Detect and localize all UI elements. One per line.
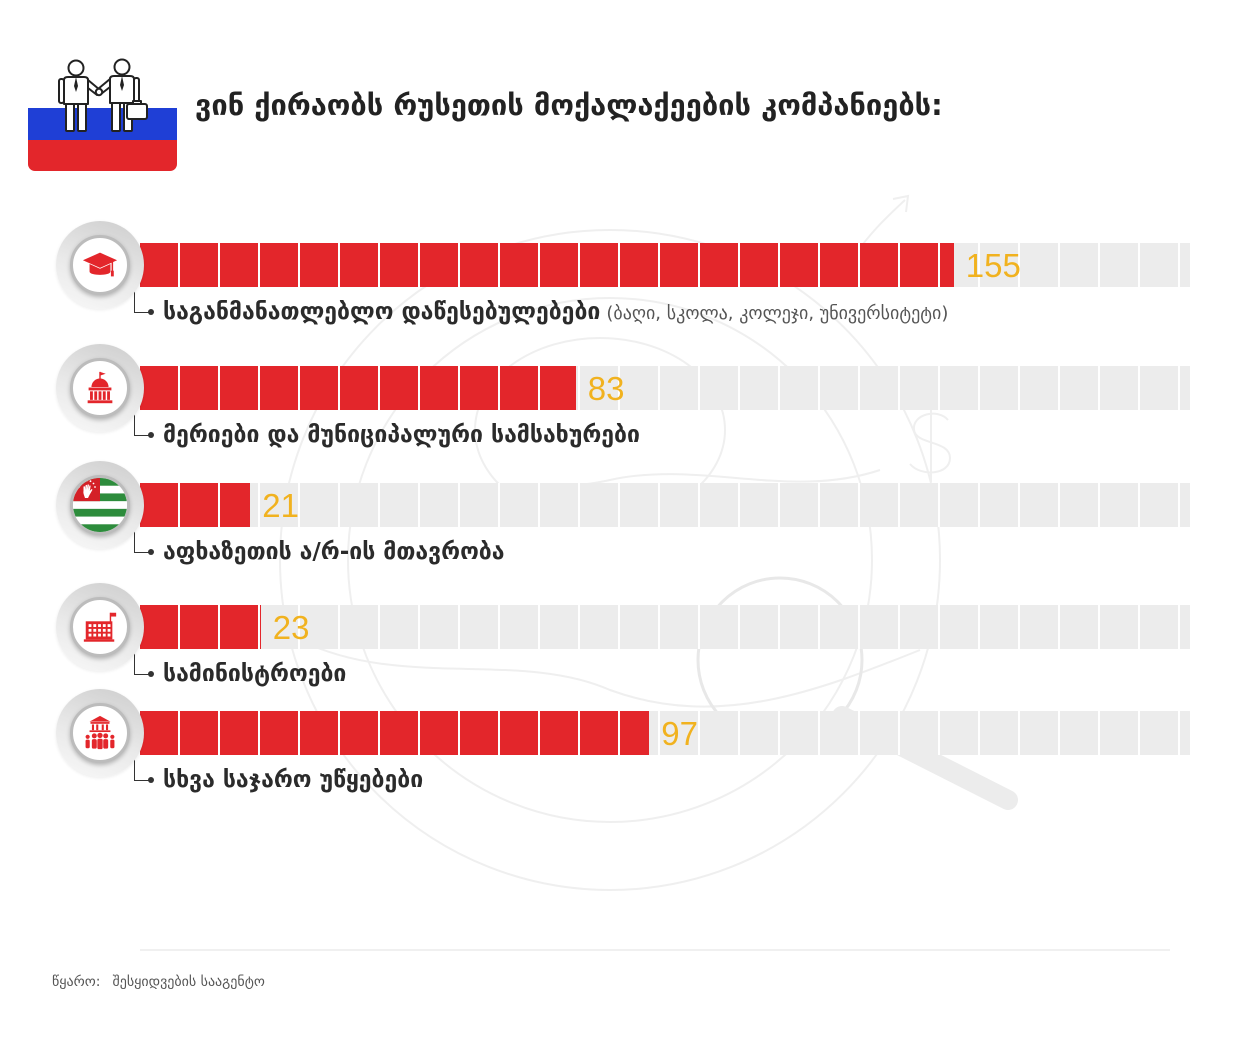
category-note: (ბაღი, სკოლა, კოლეჯი, უნივერსიტეტი) xyxy=(606,303,949,324)
category-label-city-halls: მერიები და მუნიციპალური სამსახურები xyxy=(163,419,640,451)
businessmen-handshake-icon xyxy=(58,58,148,132)
value-label-city-halls: 83 xyxy=(587,370,625,407)
value-label-other-public-agencies: 97 xyxy=(661,715,698,752)
bar-other-public-agencies xyxy=(140,711,650,755)
label-connector xyxy=(134,290,150,313)
label-connector-dot xyxy=(148,309,154,315)
category-icon-badge xyxy=(56,689,144,777)
flag-red-stripe xyxy=(28,139,177,171)
label-connector-dot xyxy=(148,549,154,555)
label-connector-dot xyxy=(148,777,154,783)
label-connector xyxy=(134,413,150,436)
category-icon-badge xyxy=(56,221,144,309)
category-name: საგანმანათლებლო დაწესებულებები xyxy=(163,299,601,325)
category-icon-badge xyxy=(56,583,144,671)
city-hall-icon xyxy=(87,371,113,404)
category-name: აფხაზეთის ა/რ-ის მთავრობა xyxy=(163,539,505,565)
label-connector-dot xyxy=(148,432,154,438)
row-ministries: 23 სამინისტროები xyxy=(0,583,1240,695)
source-note: წყარო: შესყიდვების სააგენტო xyxy=(52,974,265,990)
value-label-abkhazia-government: 21 xyxy=(262,487,299,524)
category-label-other-public-agencies: სხვა საჯარო უწყებები xyxy=(163,764,423,796)
bar-track xyxy=(140,605,1190,649)
value-label-ministries: 23 xyxy=(272,609,310,646)
category-name: სხვა საჯარო უწყებები xyxy=(163,767,424,793)
category-label-educational-institutions: საგანმანათლებლო დაწესებულებები (ბაღი, სკო… xyxy=(163,296,948,330)
label-connector-dot xyxy=(148,671,154,677)
category-name: სამინისტროები xyxy=(163,661,347,687)
bar-ministries xyxy=(140,605,261,649)
category-label-abkhazia-government: აფხაზეთის ა/რ-ის მთავრობა xyxy=(163,536,505,568)
value-label-educational-institutions: 155 xyxy=(965,247,1021,284)
row-other-public-agencies: 97 სხვა საჯარო უწყებები xyxy=(0,689,1240,801)
ministry-building-icon xyxy=(83,612,117,642)
row-abkhazia-government: 21 აფხაზეთის ა/რ-ის მთავრობა xyxy=(0,461,1240,573)
bar-track xyxy=(140,243,1190,287)
bar-city-halls xyxy=(140,366,576,410)
bar-track xyxy=(140,483,1190,527)
label-connector xyxy=(134,652,150,675)
graduation-cap-icon xyxy=(82,252,118,277)
chart-title: ვინ ქირაობს რუსეთის მოქალაქეების კომპანი… xyxy=(195,88,943,122)
label-connector xyxy=(134,758,150,781)
public-agency-icon xyxy=(85,715,115,750)
row-city-halls: 83 მერიები და მუნიციპალური სამსახურები xyxy=(0,344,1240,456)
flag-blue-stripe xyxy=(28,108,177,140)
row-educational-institutions: 155 საგანმანათლებლო დაწესებულებები (ბაღი,… xyxy=(0,221,1240,333)
category-icon-badge xyxy=(56,461,144,549)
category-name: მერიები და მუნიციპალური სამსახურები xyxy=(163,422,640,448)
category-icon-badge xyxy=(56,344,144,432)
bar-educational-institutions xyxy=(140,243,954,287)
source-label: წყარო: xyxy=(52,974,101,990)
bar-track xyxy=(140,366,1190,410)
bar-track xyxy=(140,711,1190,755)
label-connector xyxy=(134,530,150,553)
abkhazia-flag-icon xyxy=(73,478,127,532)
bar-abkhazia-government xyxy=(140,483,251,527)
category-label-ministries: სამინისტროები xyxy=(163,658,346,690)
source-text: შესყიდვების სააგენტო xyxy=(112,974,265,990)
